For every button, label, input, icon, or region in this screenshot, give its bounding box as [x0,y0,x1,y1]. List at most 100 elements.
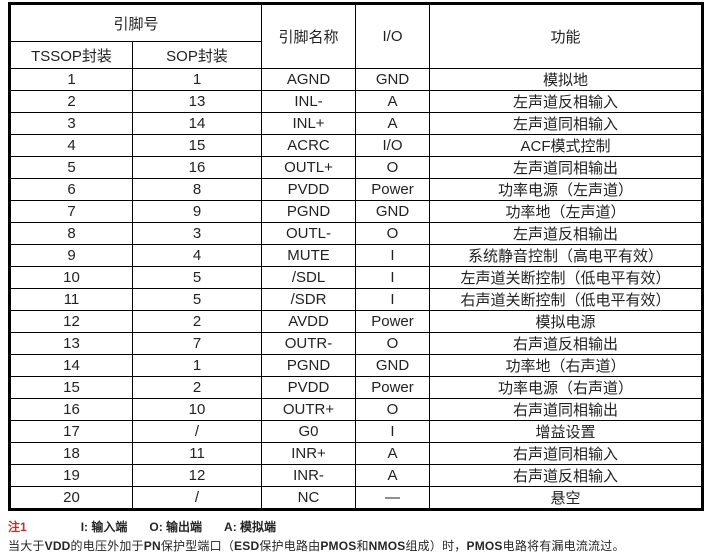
pin-name-cell: MUTE [261,244,357,267]
header-sop-package: SOP封装 [131,41,263,69]
pin-name-cell: PGND [261,200,357,223]
pin-row: 8 3 OUTL- O 左声道反相输出 [9,222,704,245]
sop-cell: 13 [131,90,263,113]
tssop-cell: 12 [9,310,133,333]
io-cell: GND [355,200,431,223]
sop-cell: 11 [131,442,263,465]
pin-name-cell: /SDL [261,266,357,289]
io-cell: Power [355,376,431,399]
pin-name-cell: INR+ [261,442,357,465]
sop-cell: / [131,420,263,443]
function-cell: 左声道反相输入 [429,90,704,113]
function-cell: 功率电源（左声道） [429,178,704,201]
footnote-esd-line: 当大于VDD的电压外加于PN保护型端口（ESD保护电路由PMOS和NMOS组成）… [8,537,704,555]
tssop-cell: 5 [9,156,133,179]
io-cell: O [355,398,431,421]
function-cell: 右声道同相输出 [429,398,704,421]
sop-cell: 1 [131,68,263,91]
io-legend-item: O: 输出端 [149,520,203,534]
function-cell: 增益设置 [429,420,704,443]
sop-cell: 8 [131,178,263,201]
sop-cell: 16 [131,156,263,179]
pin-table-body: 1 1 AGND GND 模拟地 2 13 INL- A 左声道反相输入 3 14 INL+ A 左声道同相… [9,68,704,510]
footnote-segment: 的电压外加于 [70,539,144,553]
pin-name-cell: ACRC [261,134,357,157]
header-tssop-package: TSSOP封装 [9,41,133,69]
pin-name-cell: OUTR+ [261,398,357,421]
footnote-segment: PMOS [466,539,503,553]
pin-name-cell: OUTR- [261,332,357,355]
tssop-cell: 9 [9,244,133,267]
io-cell: O [355,332,431,355]
io-cell: I [355,244,431,267]
footnote-segment: ESD [234,539,260,553]
io-cell: A [355,442,431,465]
footnote-legend-line: 注1 I: 输入端 O: 输出端 A: 模拟端 [8,518,704,536]
pin-row: 17/G0 I 增益设置 [9,420,704,443]
function-cell: 功率电源（右声道） [429,376,704,399]
pin-name-cell: AGND [261,68,357,91]
header-io: I/O [355,3,431,69]
pin-name-cell: G0 [261,420,357,443]
io-cell: I [355,266,431,289]
pin-row: 15 2 PVDD Power 功率电源（右声道） [9,376,704,399]
pin-name-cell: PVDD [261,376,357,399]
pin-name-cell: OUTL+ [261,156,357,179]
footnote-segment: NMOS [368,539,406,553]
tssop-cell: 11 [9,288,133,311]
pin-row: 14 1 PGND GND 功率地（右声道） [9,354,704,377]
header-pin-name: 引脚名称 [261,3,357,69]
tssop-cell: 16 [9,398,133,421]
function-cell: 功率地（左声道） [429,200,704,223]
function-cell: 左声道同相输出 [429,156,704,179]
function-cell: 系统静音控制（高电平有效） [429,244,704,267]
io-cell: A [355,90,431,113]
footnotes: 注1 I: 输入端 O: 输出端 A: 模拟端 当大于VDD的电压外加于PN保护型端… [8,518,704,555]
footnote-segment: 当大于 [8,539,45,553]
tssop-cell: 1 [9,68,133,91]
function-cell: 右声道同相输入 [429,442,704,465]
sop-cell: 7 [131,332,263,355]
pin-name-cell: INR- [261,464,357,487]
pin-name-cell: AVDD [261,310,357,333]
function-cell: 右声道反相输出 [429,332,704,355]
tssop-cell: 3 [9,112,133,135]
sop-cell: 2 [131,376,263,399]
pin-row: 9 4 MUTE I 系统静音控制（高电平有效） [9,244,704,267]
pin-row: 10 5/SDL I 左声道关断控制（低电平有效） [9,266,704,289]
tssop-cell: 8 [9,222,133,245]
io-legend-item: A: 模拟端 [224,520,277,534]
pin-row: 12 2 AVDD Power 模拟电源 [9,310,704,333]
tssop-cell: 2 [9,90,133,113]
pin-row: 13 7 OUTR- O 右声道反相输出 [9,332,704,355]
pin-row: 16 10 OUTR+ O 右声道同相输出 [9,398,704,421]
function-cell: 左声道反相输出 [429,222,704,245]
pin-description-table: 引脚号 引脚名称 I/O 功能 TSSOP封装 SOP封装 1 1 AGND GND 模… [8,2,705,511]
function-cell: 模拟地 [429,68,704,91]
pin-row: 20/NC — 悬空 [9,486,704,510]
pin-name-cell: OUTL- [261,222,357,245]
tssop-cell: 10 [9,266,133,289]
pin-name-cell: PGND [261,354,357,377]
function-cell: 左声道关断控制（低电平有效） [429,266,704,289]
pin-name-cell: INL- [261,90,357,113]
pin-row: 11 5/SDR I 右声道关断控制（低电平有效） [9,288,704,311]
sop-cell: / [131,486,263,510]
header-pin-number-group: 引脚号 [8,3,263,42]
pin-row: 19 12 INR- A 右声道反相输入 [9,464,704,487]
io-cell: A [355,112,431,135]
header-function: 功能 [429,3,704,69]
pin-row: 18 11 INR+ A 右声道同相输入 [9,442,704,465]
footnote-segment: PMOS [320,539,357,553]
io-cell: I/O [355,134,431,157]
io-cell: I [355,420,431,443]
function-cell: 右声道反相输入 [429,464,704,487]
io-cell: O [355,156,431,179]
sop-cell: 4 [131,244,263,267]
tssop-cell: 14 [9,354,133,377]
io-legend: I: 输入端 O: 输出端 A: 模拟端 [81,518,298,536]
footnote-segment: 和 [356,539,369,553]
io-cell: Power [355,178,431,201]
io-cell: Power [355,310,431,333]
